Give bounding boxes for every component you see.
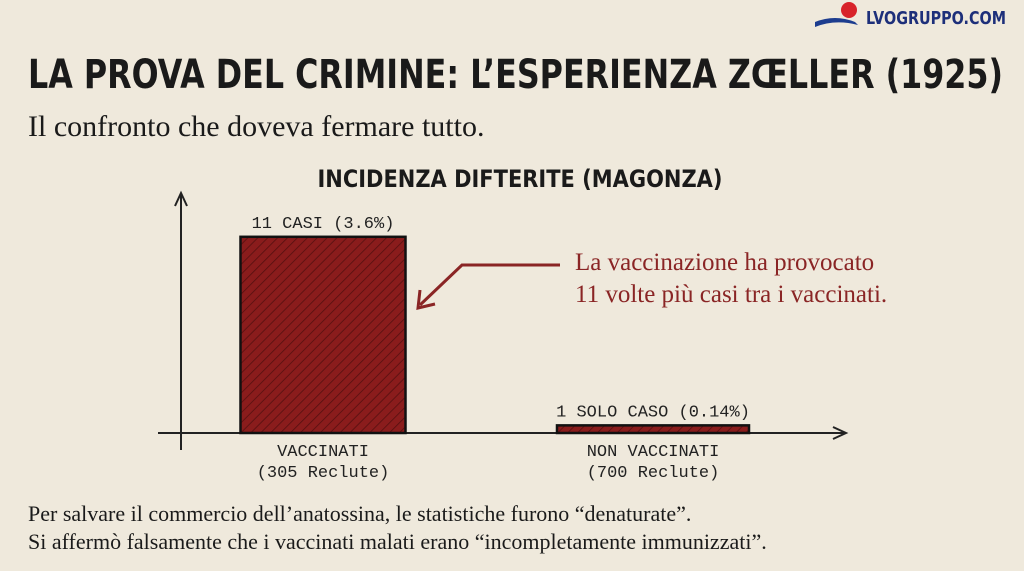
logo-wave — [815, 18, 858, 27]
annotation-arrow — [416, 263, 560, 310]
x-axis-arrow — [832, 426, 849, 440]
logo-icon — [841, 2, 857, 18]
x-tick-label: VACCINATI — [277, 443, 369, 462]
x-tick-label: NON VACCINATI — [587, 443, 720, 462]
value-label: 1 SOLO CASO (0.14%) — [556, 403, 750, 422]
x-tick-note: (700 Reclute) — [587, 464, 720, 483]
annotation-line: 11 volte più casi tra i vaccinati. — [575, 281, 887, 308]
footer-line: Si affermò falsamente che i vaccinati ma… — [28, 529, 767, 554]
x-tick-note: (305 Reclute) — [257, 464, 390, 483]
bar-hatch — [240, 236, 406, 433]
chart-title: INCIDENZA DIFTERITE (MAGONZA) — [318, 165, 723, 193]
annotation-line: La vaccinazione ha provocato — [575, 249, 874, 276]
y-axis-arrow — [174, 190, 188, 207]
page-title: LA PROVA DEL CRIMINE: L’ESPERIENZA ZŒLLE… — [28, 52, 1003, 98]
value-label: 11 CASI (3.6%) — [252, 215, 395, 234]
bar-hatch — [557, 425, 749, 433]
logo-text[interactable]: LVOGRUPPO.COM — [866, 8, 1006, 29]
page-subtitle: Il confronto che doveva fermare tutto. — [28, 110, 484, 143]
footer-line: Per salvare il commercio dell’anatossina… — [28, 501, 691, 526]
